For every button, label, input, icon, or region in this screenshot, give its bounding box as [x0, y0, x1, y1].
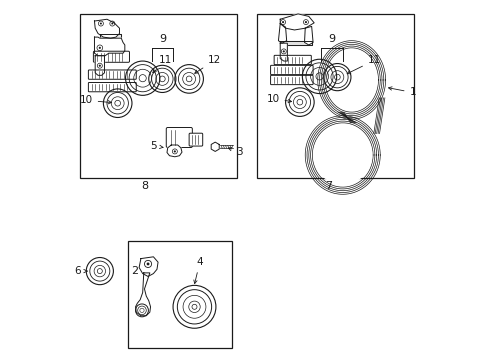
Circle shape — [313, 126, 371, 184]
Bar — [257, 14, 413, 178]
Polygon shape — [278, 23, 286, 43]
Text: 2: 2 — [131, 266, 138, 276]
Text: 11: 11 — [153, 55, 171, 73]
FancyBboxPatch shape — [93, 51, 129, 62]
Circle shape — [173, 150, 176, 153]
Polygon shape — [94, 19, 119, 38]
Polygon shape — [94, 37, 124, 56]
Circle shape — [100, 23, 102, 24]
Text: 11: 11 — [346, 55, 380, 74]
Bar — [128, 241, 231, 348]
Text: 9: 9 — [159, 34, 165, 44]
Polygon shape — [280, 41, 312, 45]
Text: 8: 8 — [141, 181, 148, 191]
Text: 1: 1 — [388, 87, 415, 98]
Polygon shape — [280, 14, 313, 30]
Circle shape — [99, 64, 101, 67]
Polygon shape — [95, 56, 104, 75]
Bar — [80, 14, 237, 178]
Text: 4: 4 — [193, 257, 203, 284]
Text: 5: 5 — [150, 141, 163, 151]
FancyBboxPatch shape — [189, 133, 203, 146]
FancyBboxPatch shape — [166, 127, 192, 148]
Circle shape — [99, 47, 101, 49]
Text: 9: 9 — [328, 34, 335, 44]
FancyBboxPatch shape — [270, 65, 312, 75]
Polygon shape — [135, 273, 150, 316]
FancyBboxPatch shape — [274, 55, 311, 64]
Circle shape — [282, 21, 284, 23]
Circle shape — [325, 55, 376, 105]
Circle shape — [282, 50, 285, 53]
FancyBboxPatch shape — [270, 75, 312, 85]
Text: 12: 12 — [194, 55, 221, 73]
Polygon shape — [166, 145, 182, 157]
FancyBboxPatch shape — [88, 70, 136, 79]
Polygon shape — [100, 33, 121, 38]
Polygon shape — [304, 26, 312, 45]
Circle shape — [304, 21, 306, 23]
Text: 3: 3 — [228, 147, 243, 157]
Circle shape — [146, 262, 149, 265]
Text: 7: 7 — [324, 181, 331, 191]
Text: 10: 10 — [80, 95, 111, 105]
Text: 10: 10 — [266, 94, 291, 104]
Polygon shape — [211, 142, 219, 152]
FancyBboxPatch shape — [88, 82, 136, 92]
Polygon shape — [280, 43, 287, 61]
Text: 6: 6 — [74, 266, 87, 276]
Circle shape — [111, 23, 113, 24]
Polygon shape — [139, 257, 158, 276]
